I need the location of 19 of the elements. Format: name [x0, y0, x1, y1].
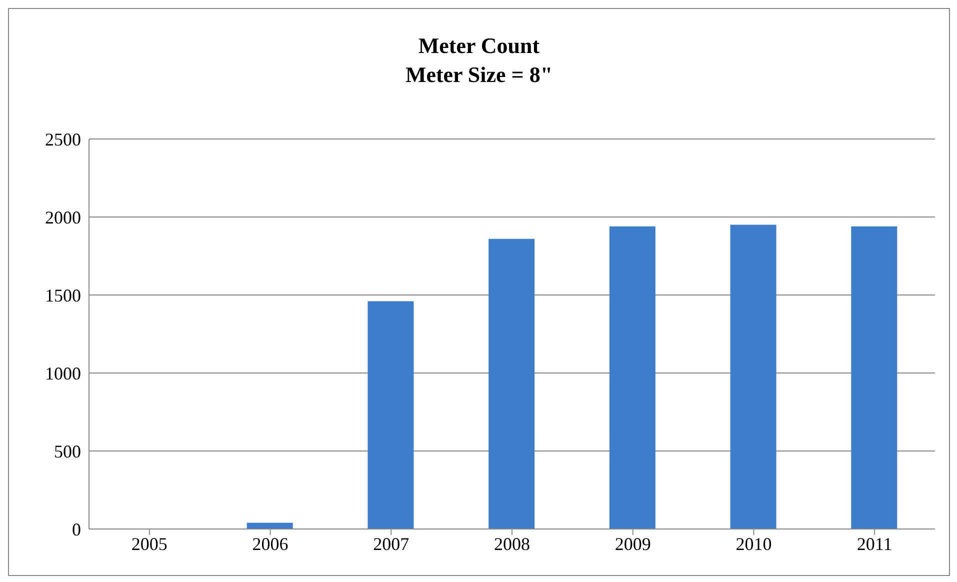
bar [368, 301, 414, 529]
x-tick-label: 2007 [373, 534, 410, 554]
bar [851, 226, 898, 529]
y-tick-label: 2500 [45, 129, 81, 150]
bar [488, 238, 535, 529]
chart-title: Meter Count Meter Size = 8" [404, 32, 554, 89]
x-tick-label: 2008 [494, 534, 530, 554]
x-tick-label: 2010 [736, 534, 772, 554]
bar [730, 224, 776, 529]
y-tick-label: 2000 [45, 207, 81, 228]
x-tick-label: 2009 [614, 534, 651, 554]
x-tick-label: 2011 [856, 534, 892, 554]
x-tick-label: 2006 [252, 534, 288, 554]
y-tick-label: 1000 [45, 363, 81, 384]
x-tick-label: 2005 [131, 534, 168, 554]
y-tick-label: 1500 [45, 285, 81, 306]
bar [609, 226, 656, 529]
y-tick-label: 500 [54, 441, 81, 462]
y-tick-label: 0 [72, 519, 81, 540]
